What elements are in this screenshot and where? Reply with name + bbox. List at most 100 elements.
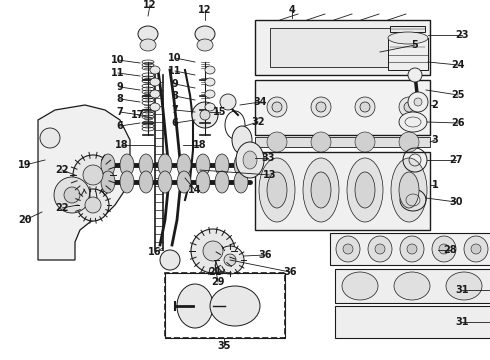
Ellipse shape: [101, 171, 115, 193]
Text: 19: 19: [18, 160, 32, 170]
Ellipse shape: [399, 132, 419, 152]
Ellipse shape: [343, 244, 353, 254]
Ellipse shape: [407, 244, 417, 254]
Ellipse shape: [139, 171, 153, 193]
Text: 17: 17: [131, 110, 145, 120]
Text: 2: 2: [432, 100, 439, 110]
Ellipse shape: [432, 236, 456, 262]
Text: 22: 22: [55, 203, 69, 213]
Text: 8: 8: [172, 91, 178, 101]
Ellipse shape: [311, 97, 331, 117]
Text: 21: 21: [208, 267, 222, 277]
Ellipse shape: [83, 165, 103, 185]
Ellipse shape: [391, 158, 427, 222]
Text: 11: 11: [111, 68, 125, 78]
Ellipse shape: [388, 32, 428, 44]
Ellipse shape: [375, 244, 385, 254]
Bar: [255, 137, 430, 147]
Text: 36: 36: [258, 250, 272, 260]
Ellipse shape: [150, 66, 160, 74]
Text: 25: 25: [451, 90, 465, 100]
Polygon shape: [38, 105, 130, 260]
Ellipse shape: [311, 172, 331, 208]
Ellipse shape: [158, 154, 172, 176]
Ellipse shape: [150, 103, 160, 111]
Bar: [390, 35, 425, 41]
Ellipse shape: [259, 158, 295, 222]
Bar: [165, 273, 285, 338]
Text: 7: 7: [117, 107, 123, 117]
Text: 29: 29: [211, 277, 225, 287]
Text: 16: 16: [148, 247, 162, 257]
Text: 15: 15: [213, 107, 227, 117]
Ellipse shape: [191, 229, 235, 273]
Ellipse shape: [215, 154, 229, 176]
Ellipse shape: [399, 97, 419, 117]
Text: 7: 7: [172, 105, 178, 115]
Text: 8: 8: [117, 94, 123, 104]
Ellipse shape: [205, 90, 215, 98]
Text: 18: 18: [115, 140, 129, 150]
Text: 14: 14: [188, 185, 202, 195]
Text: 12: 12: [198, 5, 212, 15]
Ellipse shape: [243, 151, 257, 169]
Ellipse shape: [408, 92, 428, 112]
Ellipse shape: [394, 272, 430, 300]
Text: 31: 31: [455, 285, 469, 295]
Ellipse shape: [446, 272, 482, 300]
Bar: [255, 80, 430, 135]
Ellipse shape: [120, 171, 134, 193]
Ellipse shape: [177, 171, 191, 193]
Ellipse shape: [120, 154, 134, 176]
Ellipse shape: [177, 284, 213, 328]
Ellipse shape: [355, 97, 375, 117]
Bar: [330, 233, 490, 265]
Text: 1: 1: [432, 180, 439, 190]
Bar: [335, 269, 490, 303]
Ellipse shape: [197, 39, 213, 51]
Ellipse shape: [236, 142, 264, 178]
Ellipse shape: [267, 172, 287, 208]
Ellipse shape: [196, 154, 210, 176]
Ellipse shape: [267, 132, 287, 152]
Ellipse shape: [272, 102, 282, 112]
Ellipse shape: [205, 103, 215, 111]
Ellipse shape: [471, 244, 481, 254]
Ellipse shape: [234, 154, 248, 176]
Text: 3: 3: [432, 135, 439, 145]
Text: 26: 26: [451, 118, 465, 128]
Ellipse shape: [224, 254, 236, 266]
Ellipse shape: [210, 286, 260, 326]
Ellipse shape: [342, 272, 378, 300]
Text: 31: 31: [455, 317, 469, 327]
Ellipse shape: [203, 241, 223, 261]
Ellipse shape: [355, 172, 375, 208]
Ellipse shape: [399, 112, 427, 132]
Ellipse shape: [196, 171, 210, 193]
Text: 12: 12: [143, 0, 157, 10]
Ellipse shape: [439, 244, 449, 254]
Ellipse shape: [347, 158, 383, 222]
Ellipse shape: [77, 189, 109, 221]
Ellipse shape: [414, 98, 422, 106]
Ellipse shape: [101, 154, 115, 176]
Ellipse shape: [355, 132, 375, 152]
Text: 33: 33: [261, 153, 275, 163]
Ellipse shape: [40, 128, 60, 148]
Ellipse shape: [139, 154, 153, 176]
Ellipse shape: [464, 236, 488, 262]
Text: 30: 30: [449, 197, 463, 207]
Bar: [270, 28, 415, 67]
Ellipse shape: [195, 26, 215, 42]
Bar: [390, 44, 425, 50]
Text: 35: 35: [217, 341, 231, 351]
Text: 4: 4: [289, 5, 295, 15]
Ellipse shape: [303, 158, 339, 222]
Bar: [165, 273, 285, 338]
Text: 10: 10: [168, 53, 182, 63]
Ellipse shape: [158, 171, 172, 193]
Ellipse shape: [200, 110, 210, 120]
Ellipse shape: [216, 246, 244, 274]
Bar: [255, 20, 430, 75]
Text: 10: 10: [111, 55, 125, 65]
